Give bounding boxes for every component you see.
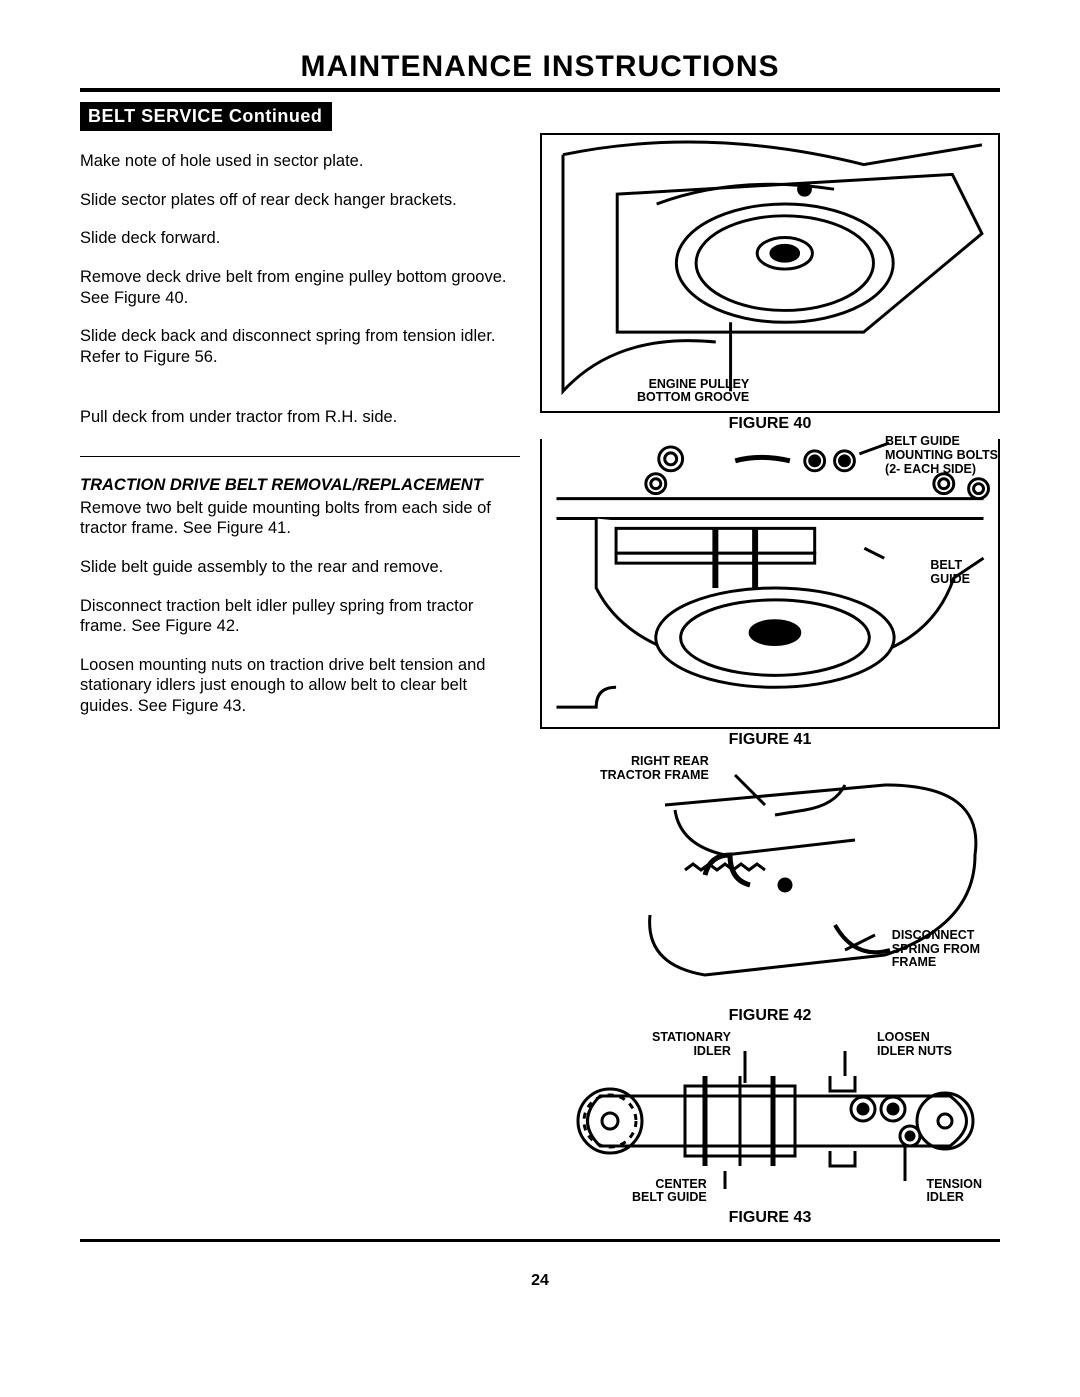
figure-43-callout-2: LOOSEN IDLER NUTS [877,1031,952,1059]
figure-43-caption: FIGURE 43 [540,1209,1000,1227]
figure-42-callout-2: DISCONNECT SPRING FROM FRAME [892,929,980,970]
figure-40-svg [542,135,998,411]
figure-43: STATIONARY IDLER LOOSEN IDLER NUTS CENTE… [540,1031,1000,1201]
paragraph: Make note of hole used in sector plate. [80,151,520,172]
figure-41-caption: FIGURE 41 [540,731,1000,749]
paragraph: Remove deck drive belt from engine pulle… [80,267,520,308]
bottom-rule [80,1239,1000,1242]
figure-41-callout-1: BELT GUIDE MOUNTING BOLTS (2- EACH SIDE) [885,435,998,476]
figure-40-caption: FIGURE 40 [540,415,1000,433]
page-content: MAINTENANCE INSTRUCTIONS BELT SERVICE Co… [0,0,1080,1320]
figure-43-callout-3: CENTER BELT GUIDE [632,1178,707,1206]
title-rule [80,88,1000,92]
figure-42-caption: FIGURE 42 [540,1007,1000,1025]
subheading: TRACTION DRIVE BELT REMOVAL/REPLACEMENT [80,475,520,496]
paragraph: Disconnect traction belt idler pulley sp… [80,596,520,637]
figure-42: RIGHT REAR TRACTOR FRAME DISCONNECT SPRI… [540,755,1000,1005]
figure-40-callout: ENGINE PULLEY BOTTOM GROOVE [637,378,749,406]
figure-43-callout-1: STATIONARY IDLER [652,1031,731,1059]
figure-41-wrapper: BELT GUIDE MOUNTING BOLTS (2- EACH SIDE)… [540,439,1000,729]
paragraph: Slide sector plates off of rear deck han… [80,190,520,211]
paragraph: Slide deck forward. [80,228,520,249]
left-column: Make note of hole used in sector plate. … [80,133,520,1233]
paragraph: Remove two belt guide mounting bolts fro… [80,498,520,539]
paragraph: Loosen mounting nuts on traction drive b… [80,655,520,717]
columns: Make note of hole used in sector plate. … [80,133,1000,1233]
paragraph: Slide belt guide assembly to the rear an… [80,557,520,578]
figure-40: ENGINE PULLEY BOTTOM GROOVE [540,133,1000,413]
right-column: ENGINE PULLEY BOTTOM GROOVE FIGURE 40 [540,133,1000,1233]
figure-43-callout-4: TENSION IDLER [926,1178,982,1206]
page-title: MAINTENANCE INSTRUCTIONS [80,50,1000,84]
figure-41-callout-2: BELT GUIDE [930,559,970,587]
figure-42-callout-1: RIGHT REAR TRACTOR FRAME [600,755,709,783]
paragraph: Slide deck back and disconnect spring fr… [80,326,520,367]
paragraph: Pull deck from under tractor from R.H. s… [80,407,520,428]
section-header: BELT SERVICE Continued [80,102,332,131]
page-number: 24 [80,1272,1000,1290]
separator-rule [80,456,520,457]
